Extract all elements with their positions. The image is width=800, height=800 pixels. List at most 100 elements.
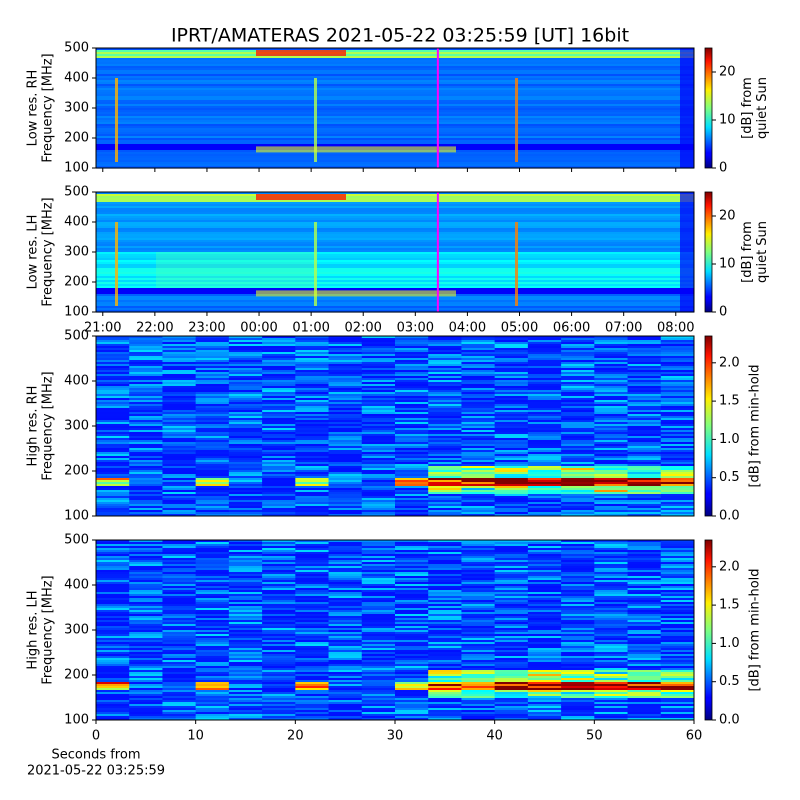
spectrogram-cell	[96, 84, 694, 87]
spectrogram-cell	[594, 356, 629, 359]
spectrogram-cell	[96, 352, 130, 355]
spectrogram-cell	[96, 394, 130, 397]
spectrogram-cell	[594, 502, 629, 505]
spectrogram-cell	[129, 396, 163, 399]
spectrogram-cell	[428, 594, 462, 597]
spectrogram-cell	[129, 478, 163, 481]
spectrogram-cell	[461, 410, 496, 413]
spectrogram-cell	[361, 700, 396, 703]
spectrogram-cell	[395, 692, 429, 695]
spectrogram	[96, 192, 694, 313]
spectrogram-cell	[328, 338, 363, 341]
spectrogram-cell	[195, 384, 230, 387]
spectrogram-cell	[594, 458, 629, 461]
spectrogram-cell	[627, 608, 662, 611]
spectrogram-cell	[262, 662, 296, 665]
spectrogram-cell	[295, 638, 330, 641]
spectrogram-cell	[660, 618, 695, 621]
spectrogram-cell	[328, 618, 363, 621]
spectrogram-cell	[428, 580, 462, 583]
spectrogram-cell	[395, 600, 429, 603]
spectrogram-cell	[195, 600, 230, 603]
spectrogram-cell	[361, 664, 396, 667]
spectrogram-cell	[162, 656, 197, 659]
spectrogram-cell	[627, 430, 662, 433]
spectrogram-cell	[494, 642, 529, 645]
spectrogram-cell	[660, 376, 695, 379]
spectrogram-cell	[627, 636, 662, 639]
spectrogram-cell	[328, 420, 363, 423]
spectrogram-cell	[129, 688, 163, 691]
spectrogram-cell	[594, 508, 629, 511]
spectrogram-cell	[428, 412, 462, 415]
spectrogram-cell	[162, 354, 197, 357]
spectrogram-cell	[594, 558, 629, 561]
spectrogram-cell	[395, 378, 429, 381]
spectrogram-cell	[660, 692, 695, 695]
spectrogram-cell	[660, 664, 695, 667]
spectrogram-cell	[361, 674, 396, 677]
spectrogram-cell	[561, 626, 595, 629]
spectrogram-cell	[527, 372, 562, 375]
spectrogram-cell	[428, 652, 462, 655]
spectrogram-cell	[96, 298, 694, 301]
spectrogram-cell	[660, 406, 695, 409]
spectrogram-cell	[228, 572, 263, 575]
spectrogram-cell	[527, 432, 562, 435]
spectrogram-cell	[96, 582, 130, 585]
spectrogram-cell	[129, 586, 163, 589]
spectrogram-cell	[129, 470, 163, 473]
spectrogram-cell	[561, 588, 595, 591]
spectrogram-cell	[162, 580, 197, 583]
spectrogram-cell	[494, 340, 529, 343]
spectrogram-cell	[129, 508, 163, 511]
spectrogram-cell	[361, 444, 396, 447]
spectrogram-cell	[395, 686, 429, 689]
spectrogram-cell	[660, 566, 695, 569]
spectrogram-cell	[561, 564, 595, 567]
spectrogram-cell	[561, 336, 595, 339]
spectrogram-cell	[162, 346, 197, 349]
spectrogram-cell	[328, 448, 363, 451]
spectrogram-cell	[96, 274, 694, 277]
spectrogram-cell	[561, 368, 595, 371]
spectrogram-cell	[461, 486, 496, 489]
spectrogram-cell	[162, 360, 197, 363]
spectrogram-cell	[262, 370, 296, 373]
spectrogram-cell	[295, 382, 330, 385]
spectrogram-cell	[627, 478, 662, 481]
spectrogram-cell	[627, 512, 662, 515]
spectrogram-cell	[96, 664, 130, 667]
spectrogram-cell	[96, 576, 130, 579]
spectrogram-cell	[328, 414, 363, 417]
spectrogram-cell	[328, 450, 363, 453]
spectrogram-cell	[461, 628, 496, 631]
spectrogram-cell	[195, 568, 230, 571]
spectrogram-cell	[660, 668, 695, 671]
spectrogram-cell	[527, 402, 562, 405]
spectrogram-cell	[162, 708, 197, 711]
spectrogram-cell	[129, 374, 163, 377]
spectrogram-cell	[195, 606, 230, 609]
spectrogram-cell	[295, 482, 330, 485]
spectrogram-cell	[461, 402, 496, 405]
spectrogram-cell	[162, 662, 197, 665]
spectrogram-cell	[295, 618, 330, 621]
spectrogram-cell	[262, 592, 296, 595]
spectrogram-cell	[461, 364, 496, 367]
spectrogram-cell	[129, 380, 163, 383]
spectrogram-cell	[195, 458, 230, 461]
spectrogram-cell	[494, 438, 529, 441]
spectrogram-cell	[96, 136, 694, 139]
spectrogram-cell	[361, 650, 396, 653]
spectrogram-cell	[395, 452, 429, 455]
spectrogram-cell	[295, 500, 330, 503]
spectrogram-cell	[262, 400, 296, 403]
spectrogram-cell	[262, 602, 296, 605]
spectrogram-cell	[96, 688, 130, 691]
spectrogram-cell	[395, 460, 429, 463]
y-tick-label: 500	[64, 533, 89, 548]
spectrogram-cell	[395, 630, 429, 633]
spectrogram-cell	[228, 616, 263, 619]
spectrogram-cell	[195, 642, 230, 645]
